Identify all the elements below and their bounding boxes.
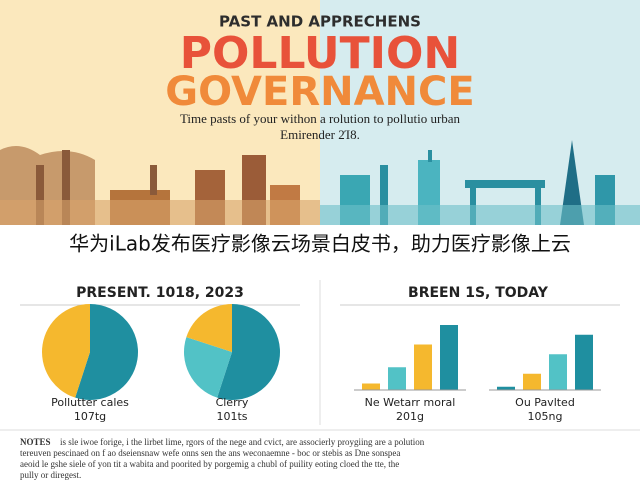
- chart-sublabel: 101ts: [216, 410, 247, 423]
- subtitle: Time pasts of your withon a rolution to …: [180, 111, 461, 126]
- section-heading: BREEN 1S, TODAY: [408, 285, 549, 301]
- factory-skyline: [0, 146, 320, 225]
- banner-text: 华为iLab发布医疗影像云场景白皮书，助力医疗影像上云: [69, 232, 571, 256]
- notes-label: NOTES: [20, 437, 51, 447]
- pie-slice: [41, 304, 90, 398]
- notes-line: tereuven pescinaed on f ao dseiensnaw we…: [20, 448, 400, 458]
- bar: [549, 354, 567, 390]
- bar: [523, 373, 541, 390]
- notes: NOTES is sle iwoe forige, i the lirbet l…: [20, 437, 425, 480]
- bar: [575, 334, 593, 390]
- chart-label: Pollutter cales: [51, 396, 129, 409]
- bar: [362, 383, 380, 390]
- chart-label: Clerry: [216, 396, 249, 409]
- pie-slice: [75, 304, 138, 400]
- clean-skyline: [320, 140, 640, 225]
- kicker: PAST AND APPRECHENS: [219, 13, 421, 31]
- bar: [388, 367, 406, 390]
- chart-sublabel: 107tg: [74, 410, 106, 423]
- notes-line: aeoid le gshe siele of yon tit a wabita …: [20, 459, 399, 469]
- chart-label: Ne Wetarr moral: [365, 396, 456, 409]
- bar: [414, 344, 432, 390]
- notes-line: is sle iwoe forige, i the lirbet lime, r…: [60, 437, 425, 447]
- pie-slice: [183, 337, 232, 398]
- title-line: POLLUTION: [180, 28, 461, 79]
- subtitle: Emirender 2Ί8.: [280, 127, 360, 142]
- title-line: GOVERNANCE: [165, 69, 474, 115]
- bar: [497, 386, 515, 390]
- bar: [440, 325, 458, 390]
- notes-line: pully or diregest.: [20, 470, 81, 480]
- section-heading: PRESENT. 1018, 2023: [76, 285, 244, 301]
- chart-sublabel: 201g: [396, 410, 424, 423]
- pie-slice: [186, 304, 232, 352]
- chart-label: Ou Pavlted: [515, 396, 575, 409]
- banner-bg: [0, 225, 640, 265]
- pie-slice: [217, 304, 280, 400]
- chart-sublabel: 105ng: [528, 410, 563, 423]
